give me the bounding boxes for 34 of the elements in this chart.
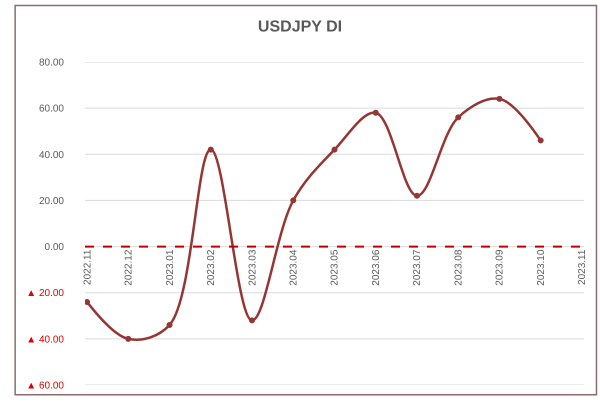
y-tick-label: 40.00: [38, 150, 64, 161]
point: [538, 137, 544, 144]
y-tick-label: 20.00: [38, 196, 64, 207]
x-tick-label: 2023.02: [206, 249, 218, 286]
y-tick-label: ▲ 60.00: [26, 380, 64, 392]
point: [372, 110, 379, 116]
point: [414, 192, 420, 199]
x-tick-label: 2023.04: [288, 249, 300, 286]
x-tick-label: 2023.03: [247, 249, 258, 286]
y-tick-label: 60.00: [38, 104, 64, 115]
chart-title: USDJPY DI: [258, 18, 342, 36]
point: [85, 298, 90, 305]
x-tick-label: 2023.08: [453, 249, 464, 286]
point: [455, 114, 462, 120]
x-tick-label: 2023.11: [577, 249, 588, 285]
x-tick-label: 2023.09: [494, 249, 506, 286]
y-tick-label: ▲ 20.00: [26, 288, 64, 300]
x-tick-label: 2023.01: [164, 249, 176, 286]
x-tick-label: 2022.12: [124, 249, 135, 286]
y-tick-label: ▲ 40.00: [26, 334, 64, 346]
point: [166, 322, 173, 328]
point: [249, 317, 256, 324]
x-tick-label: 2023.07: [412, 249, 424, 286]
y-tick-label: 80.00: [38, 58, 64, 68]
point: [208, 146, 214, 153]
y-tick-label: 0.00: [44, 242, 64, 254]
x-tick-label: 2023.10: [536, 249, 547, 286]
point: [332, 146, 338, 153]
x-tick-label: 2022.11: [82, 249, 94, 285]
x-tick-label: 2023.06: [370, 249, 382, 286]
point: [290, 197, 296, 204]
point: [125, 336, 132, 342]
point: [496, 96, 502, 102]
x-tick-label: 2023.05: [330, 249, 341, 286]
